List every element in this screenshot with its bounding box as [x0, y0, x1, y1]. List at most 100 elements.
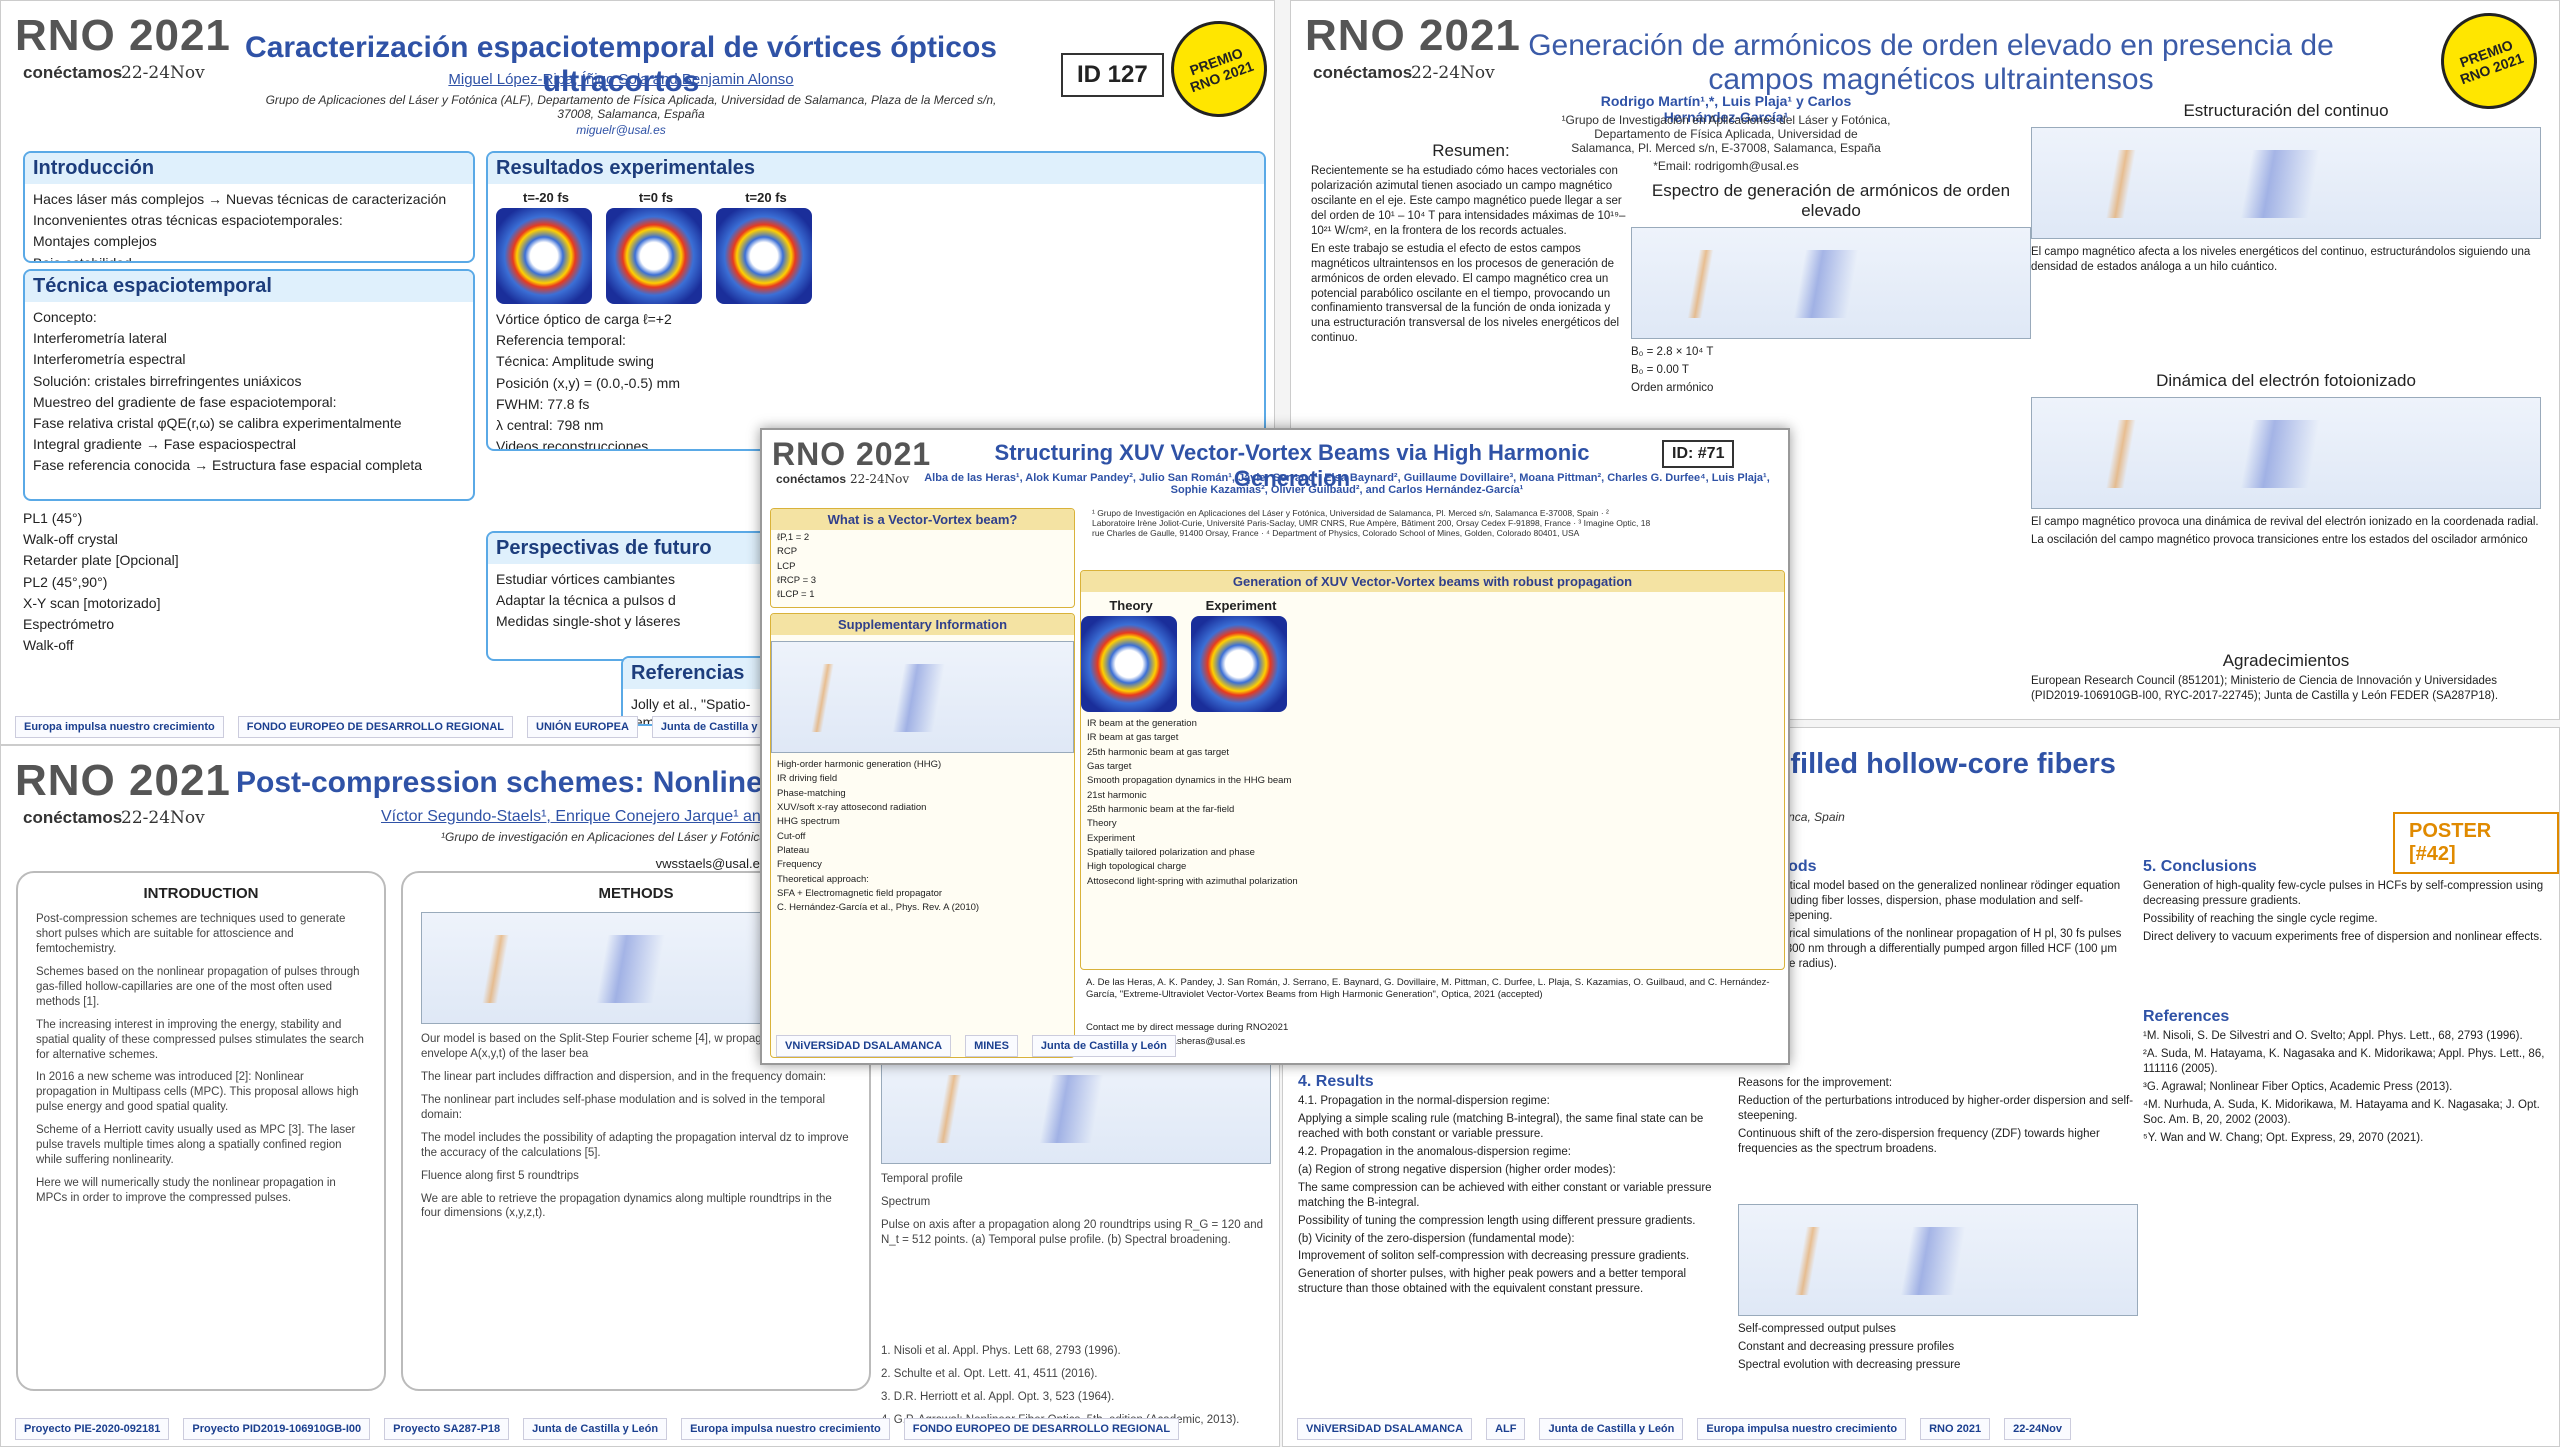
logo-row: VNiVERSiDAD DSALAMANCA ALF Junta de Castil…	[1283, 1418, 2559, 1440]
section-heading: Técnica espaciotemporal	[25, 271, 473, 302]
section-heading: What is a Vector-Vortex beam?	[771, 509, 1074, 530]
section-text: Theoretical approach:	[777, 873, 869, 885]
poster-logo: RNO 2021	[15, 756, 231, 805]
section-text: Medidas single-shot y láseres	[496, 613, 681, 630]
poster-authors: Rodrigo Martín¹,*, Luis Plaja¹ y Carlos …	[1600, 93, 1852, 125]
poster-section: What is a Vector-Vortex beam? ℓP,1 = 2 RCP…	[770, 508, 1075, 608]
poster-section: Estructuración del continuo El campo magn…	[2031, 101, 2541, 361]
section-heading: Agradecimientos	[2222, 651, 2350, 670]
section-heading: Supplementary Information	[771, 614, 1074, 635]
logo: 22-24Nov	[2004, 1418, 2071, 1440]
section-text: Fluence along first 5 roundtrips	[421, 1169, 579, 1182]
section-text: Frequency	[777, 859, 822, 871]
logo: VNiVERSiDAD DSALAMANCA	[776, 1035, 952, 1057]
logo: FONDO EUROPEO DE DESARROLLO REGIONAL	[237, 716, 514, 738]
section-text: ³G. Agrawal; Nonlinear Fiber Optics, Aca…	[2143, 1080, 2453, 1093]
section-text: Recientemente se ha estudiado cómo haces…	[1311, 165, 1626, 237]
logo: Proyecto PID2019-106910GB-I00	[183, 1418, 371, 1440]
section-text: 3. D.R. Herriott et al. Appl. Opt. 3, 52…	[881, 1390, 1115, 1403]
section-text: Solución: cristales birrefringentes uniá…	[33, 372, 302, 389]
logo: MINES	[965, 1035, 1018, 1057]
figure: t=-20 fs t=0 fs t=20 fs	[496, 190, 1256, 304]
plot-image	[1738, 1204, 2138, 1316]
section-text: IR beam at gas target	[1087, 732, 1179, 744]
poster-email: vwsstaels@usal.es	[655, 856, 767, 871]
section-text: European Research Council (851201); Mini…	[2031, 675, 2499, 702]
section-heading: INTRODUCTION	[143, 885, 259, 902]
section-heading: Generation of XUV Vector-Vortex beams wi…	[1081, 571, 1784, 592]
section-text: ℓRCP = 3	[777, 575, 817, 587]
poster-section: Resultados experimentales t=-20 fs t=0 fs t…	[486, 151, 1266, 451]
logo: Junta de Castilla y León	[523, 1418, 668, 1440]
section-text: Contact me by direct message during RNO2…	[1086, 1022, 1289, 1033]
section-heading: Dinámica del electrón fotoionizado	[2156, 371, 2416, 390]
poster-logo-sub: conéctamos	[23, 808, 123, 827]
poster-logo-sub: conéctamos	[776, 472, 847, 486]
poster-section: thods oretical model based on the general…	[1773, 858, 2133, 1068]
section-text: Attosecond light-spring with azimuthal p…	[1087, 875, 1298, 887]
logo: Junta de Castilla y León	[1031, 1035, 1176, 1057]
section-heading: Espectro de generación de armónicos de o…	[1651, 181, 2011, 220]
section-text: Possibility of reaching the single cycle…	[2143, 912, 2378, 925]
logo: ALF	[1486, 1418, 1526, 1440]
section-heading: METHODS	[598, 885, 674, 902]
section-text: ¹M. Nisoli, S. De Silvestri and O. Svelt…	[2143, 1030, 2523, 1042]
poster-section: Espectro de generación de armónicos de o…	[1631, 181, 2031, 621]
poster-dates: 22-24Nov	[121, 808, 205, 828]
poster-logo: RNO 2021	[772, 436, 932, 472]
section-heading: 5. Conclusions	[2143, 858, 2257, 875]
section-text: Videos reconstrucciones	[496, 438, 649, 451]
figure-panel: t=-20 fs	[496, 190, 596, 304]
section-text: La oscilación del campo magnético provoc…	[2031, 533, 2528, 546]
vortex-image	[496, 208, 592, 304]
section-text: ℓP,1 = 2	[777, 532, 810, 543]
section-text: Retarder plate [Opcional]	[23, 552, 179, 569]
poster-section: Supplementary Information High-order harm…	[770, 613, 1075, 1058]
section-text: PL1 (45°)	[23, 510, 83, 526]
vortex-image	[1081, 616, 1177, 712]
poster-section: PL1 (45°) Walk-off crystal Retarder plate …	[23, 506, 475, 656]
poster-section: Resumen: Recientemente se ha estudiado có…	[1311, 141, 1631, 391]
section-heading: 4. Results	[1298, 1073, 1374, 1090]
section-text: Post-compression schemes are techniques …	[36, 913, 346, 955]
poster-title: Caracterización espaciotemporal de vórti…	[245, 31, 997, 98]
poster-section: References ¹M. Nisoli, S. De Silvestri an…	[2143, 1008, 2553, 1208]
poster-authors: Víctor Segundo-Staels¹, Enrique Conejero…	[381, 808, 770, 825]
section-heading: Resumen:	[1432, 141, 1510, 160]
plot-image	[2031, 127, 2541, 239]
logo: Europa impulsa nuestro crecimiento	[1697, 1418, 1907, 1440]
poster-section: Dinámica del electrón fotoionizado El cam…	[2031, 371, 2541, 651]
poster-dates: 22-24Nov	[1411, 63, 1495, 83]
section-text: Interferometría espectral	[33, 351, 186, 368]
figure-panel: t=20 fs	[716, 190, 816, 304]
logo: Junta de Castilla y León	[1539, 1418, 1684, 1440]
section-text: The same compression can be achieved wit…	[1298, 1181, 1712, 1209]
section-text: Haces láser más complejos → Nuevas técni…	[33, 191, 447, 207]
section-text: A. De las Heras, A. K. Pandey, J. San Ro…	[1086, 977, 1770, 1001]
section-heading: References	[2143, 1008, 2230, 1025]
section-text: Jolly et al., "Spatio-temp	[631, 696, 751, 726]
section-text: LCP	[777, 560, 796, 572]
section-text: Direct delivery to vacuum experiments fr…	[2143, 930, 2543, 943]
section-text: (a) Region of strong negative dispersion…	[1298, 1163, 1616, 1176]
poster-section: Reasons for the improvement: Reduction of…	[1738, 1073, 2158, 1193]
poster-section: Agradecimientos European Research Council…	[2031, 651, 2541, 719]
plot-image	[881, 1052, 1271, 1164]
poster-title: Generación de armónicos de orden elevado…	[1528, 29, 2334, 96]
figure-panel: Experiment	[1191, 598, 1291, 712]
section-text: PL2 (45°,90°)	[23, 573, 108, 590]
poster-badge: POSTER [#42]	[2393, 812, 2559, 874]
section-text: Plateau	[777, 845, 810, 857]
logo: Proyecto SA287-P18	[384, 1418, 510, 1440]
section-text: Possibility of tuning the compression le…	[1298, 1214, 1696, 1227]
poster-section: Temporal profile Spectrum Pulse on axis af…	[881, 1046, 1271, 1346]
section-text: Walk-off	[23, 637, 74, 654]
section-text: Spatially tailored polarization and phas…	[1087, 847, 1255, 859]
section-text: Concepto:	[33, 309, 97, 325]
section-text: El campo magnético provoca una dinámica …	[2031, 516, 2539, 528]
section-text: Baja estabilidad	[33, 254, 132, 263]
logo: Proyecto PIE-2020-092181	[15, 1418, 170, 1440]
poster-section: Generation of XUV Vector-Vortex beams wi…	[1080, 570, 1785, 970]
section-text: ℓLCP = 1	[777, 589, 815, 601]
poster-section: Self-compressed output pulses Constant an…	[1738, 1198, 2138, 1398]
